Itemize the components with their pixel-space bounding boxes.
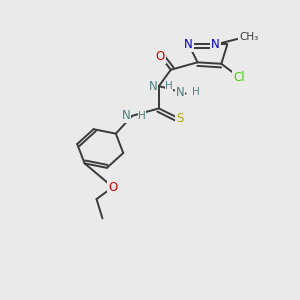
- Text: N: N: [211, 38, 220, 51]
- Text: H: H: [165, 81, 172, 91]
- Text: CH₃: CH₃: [239, 32, 258, 42]
- Text: S: S: [176, 112, 183, 125]
- Text: N: N: [149, 80, 158, 93]
- Text: Cl: Cl: [233, 71, 245, 84]
- Text: N: N: [184, 38, 193, 51]
- Text: N: N: [176, 85, 184, 98]
- Text: O: O: [108, 181, 118, 194]
- Text: H: H: [192, 87, 200, 97]
- Text: N: N: [122, 109, 131, 122]
- Text: H: H: [138, 111, 146, 121]
- Text: O: O: [156, 50, 165, 63]
